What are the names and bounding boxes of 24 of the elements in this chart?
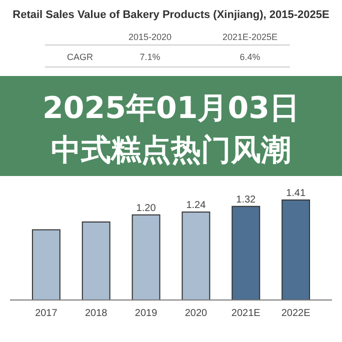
x-tick-label: 2019 [134,308,158,319]
text: 2025年01月03日 [42,91,300,126]
bar [232,206,260,300]
bar [132,214,160,300]
bar [82,221,110,300]
x-tick-label: 2017 [35,308,58,319]
x-tick-label: 2020 [184,308,208,319]
data-label: 1.41 [286,188,306,199]
x-tick-label: 2021E [231,308,261,319]
text: 中式糕点热门风潮 [51,133,291,168]
x-tick-label: 2018 [84,308,108,319]
text: CAGR [66,52,94,62]
chart-title: Retail Sales Value of Bakery Products (Xinjiang), 2015-2025E [12,9,330,21]
text: 6.4% [240,52,260,62]
data-label: 1.32 [236,194,256,206]
text: 7.1% [140,52,160,62]
x-tick-label: 2022E [281,308,311,319]
bar [282,200,310,300]
data-label: 1.20 [136,202,156,214]
bar [182,212,210,300]
data-label: 1.24 [186,200,206,212]
text: 2021E-2025E [222,32,278,42]
bar [32,229,60,300]
text: 2015-2020 [128,32,172,42]
